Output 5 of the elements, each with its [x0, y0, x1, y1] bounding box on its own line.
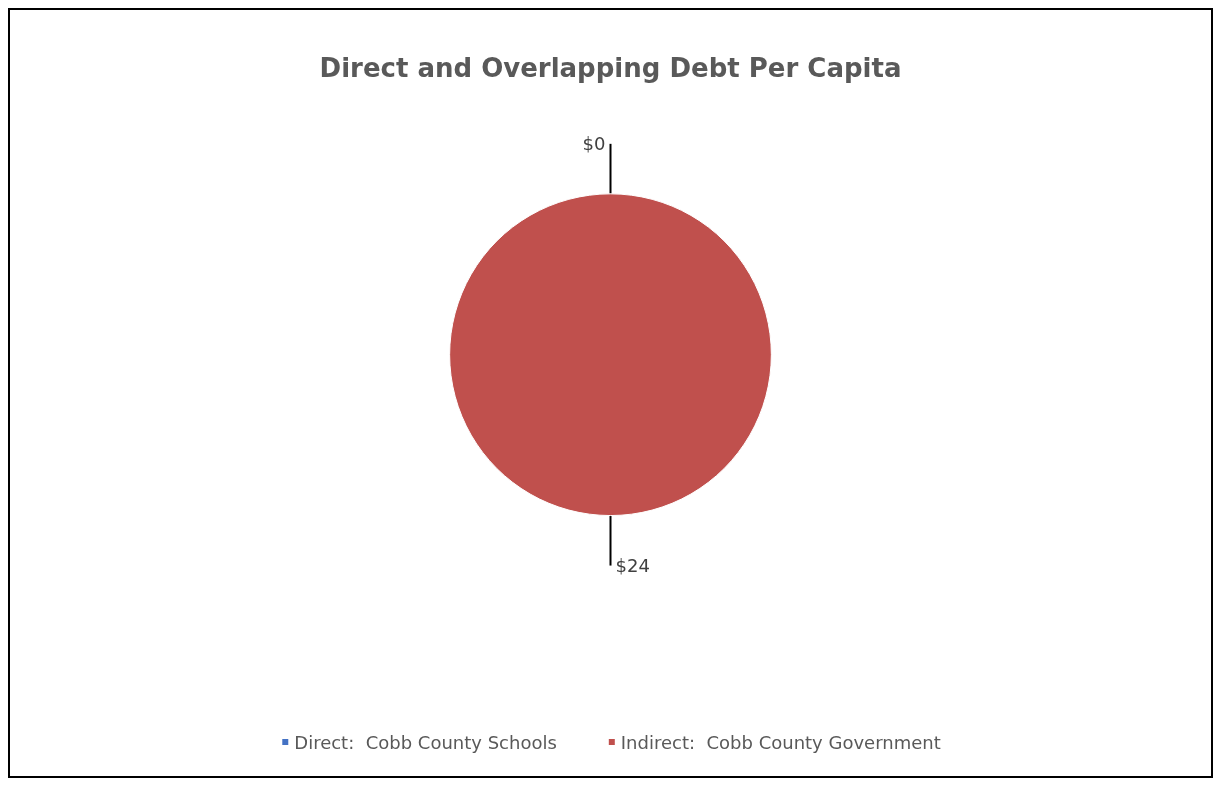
text: $0: [582, 133, 606, 155]
legend-label: Direct: Cobb County Schools: [294, 731, 557, 753]
data-label: $24: [615, 555, 650, 577]
legend-label: Indirect: Cobb County Government: [620, 731, 941, 753]
chart-title: Direct and Overlapping Debt Per Capita: [319, 53, 902, 83]
